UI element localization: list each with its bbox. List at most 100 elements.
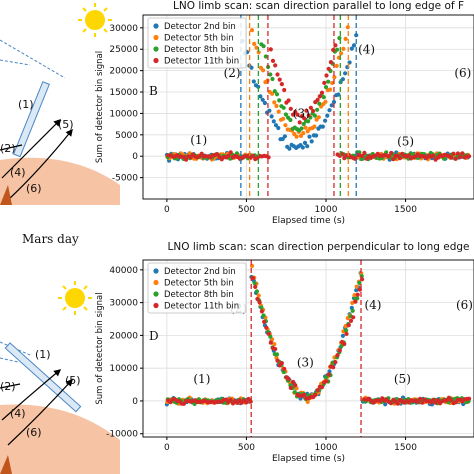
data-point: [274, 352, 280, 357]
data-point: [431, 153, 436, 158]
data-point: [249, 28, 255, 33]
chart-title: LNO limb scan: scan direction parallel t…: [173, 0, 464, 12]
data-point: [288, 106, 293, 111]
chart-panel-B: LNO limb scan: scan direction parallel t…: [95, 0, 474, 226]
label-1-bottom: (1): [35, 348, 51, 361]
data-point: [362, 150, 367, 155]
legend-entry: Detector 2nd bin: [164, 22, 236, 32]
label-2-top: (2): [0, 142, 16, 155]
data-point: [283, 112, 288, 117]
label-5-bottom: (5): [65, 374, 81, 387]
data-point: [352, 293, 357, 298]
legend-entry: Detector 2nd bin: [164, 267, 236, 277]
phase-annotation: (6): [454, 66, 471, 80]
data-point: [323, 99, 328, 104]
data-point: [282, 366, 287, 371]
data-point: [460, 151, 465, 156]
data-point: [331, 99, 337, 105]
data-point: [351, 315, 356, 320]
x-tick-label: 0: [164, 443, 170, 453]
y-tick-label: -10000: [106, 430, 138, 440]
legend-entry: Detector 11th bin: [164, 302, 239, 312]
y-tick-label: 5000: [115, 131, 138, 141]
data-point: [244, 400, 249, 405]
y-tick-label: -5000: [112, 174, 138, 184]
data-point: [273, 63, 278, 68]
data-point: [277, 77, 282, 82]
data-point: [449, 155, 454, 160]
legend-marker: [153, 34, 159, 41]
data-point: [312, 124, 317, 129]
data-point: [391, 157, 396, 162]
data-point: [357, 280, 362, 285]
legend-marker: [153, 268, 159, 274]
y-tick-label: 20000: [109, 67, 138, 77]
data-point: [305, 144, 310, 149]
data-point: [286, 376, 291, 381]
data-point: [339, 51, 344, 56]
data-point: [256, 293, 261, 298]
data-point: [253, 284, 258, 289]
data-point: [355, 292, 360, 297]
legend-marker: [153, 291, 159, 297]
data-point: [272, 100, 277, 105]
data-point: [288, 117, 293, 123]
x-tick-label: 0: [164, 205, 170, 215]
phase-annotation: (3): [293, 107, 310, 121]
left-illustration-bottom: (1) (2) (4) (6) (5): [0, 281, 120, 474]
panel-letter: D: [149, 329, 159, 343]
data-point: [277, 98, 282, 103]
data-point: [415, 399, 420, 404]
data-point: [325, 113, 330, 118]
data-point: [303, 125, 308, 130]
phase-annotation: (1): [190, 133, 207, 147]
data-point: [250, 153, 256, 158]
data-point: [273, 346, 278, 352]
x-tick-label: 1500: [394, 205, 417, 215]
data-point: [467, 154, 472, 159]
left-illustration-top: (1) (2) (4) (6) (5) Mars day: [0, 3, 120, 246]
data-point: [249, 65, 254, 70]
data-point: [406, 153, 411, 158]
data-point: [351, 43, 357, 48]
data-point: [328, 60, 333, 65]
data-point: [354, 284, 359, 289]
data-point: [348, 318, 354, 323]
mars-surface-bottom: [0, 404, 120, 474]
label-6-bottom: (6): [26, 426, 42, 439]
data-point: [306, 113, 311, 118]
data-point: [335, 47, 340, 52]
spacecraft-slit-top: [12, 81, 50, 158]
data-point: [340, 152, 345, 157]
data-point: [337, 348, 342, 353]
data-point: [257, 300, 262, 305]
sun-icon: [58, 281, 92, 315]
data-point: [389, 401, 394, 406]
data-point: [282, 87, 287, 93]
data-point: [304, 108, 309, 113]
data-point: [261, 44, 266, 49]
data-point: [323, 375, 329, 380]
data-point: [302, 140, 308, 145]
data-point: [306, 119, 311, 124]
data-point: [279, 361, 284, 366]
data-point: [259, 309, 264, 314]
data-point: [343, 36, 348, 42]
phase-annotation: (3): [297, 356, 314, 370]
data-point: [268, 72, 273, 77]
data-point: [312, 113, 317, 118]
data-point: [330, 80, 335, 86]
data-point: [294, 134, 299, 139]
data-point: [270, 76, 275, 82]
data-point: [326, 66, 331, 71]
data-point: [255, 296, 260, 302]
legend-marker: [153, 279, 159, 286]
y-tick-label: 20000: [109, 331, 138, 341]
legend-entry: Detector 11th bin: [164, 57, 239, 67]
data-point: [292, 390, 297, 395]
data-point: [340, 77, 345, 82]
x-tick-label: 500: [238, 443, 255, 453]
data-point: [266, 331, 271, 336]
